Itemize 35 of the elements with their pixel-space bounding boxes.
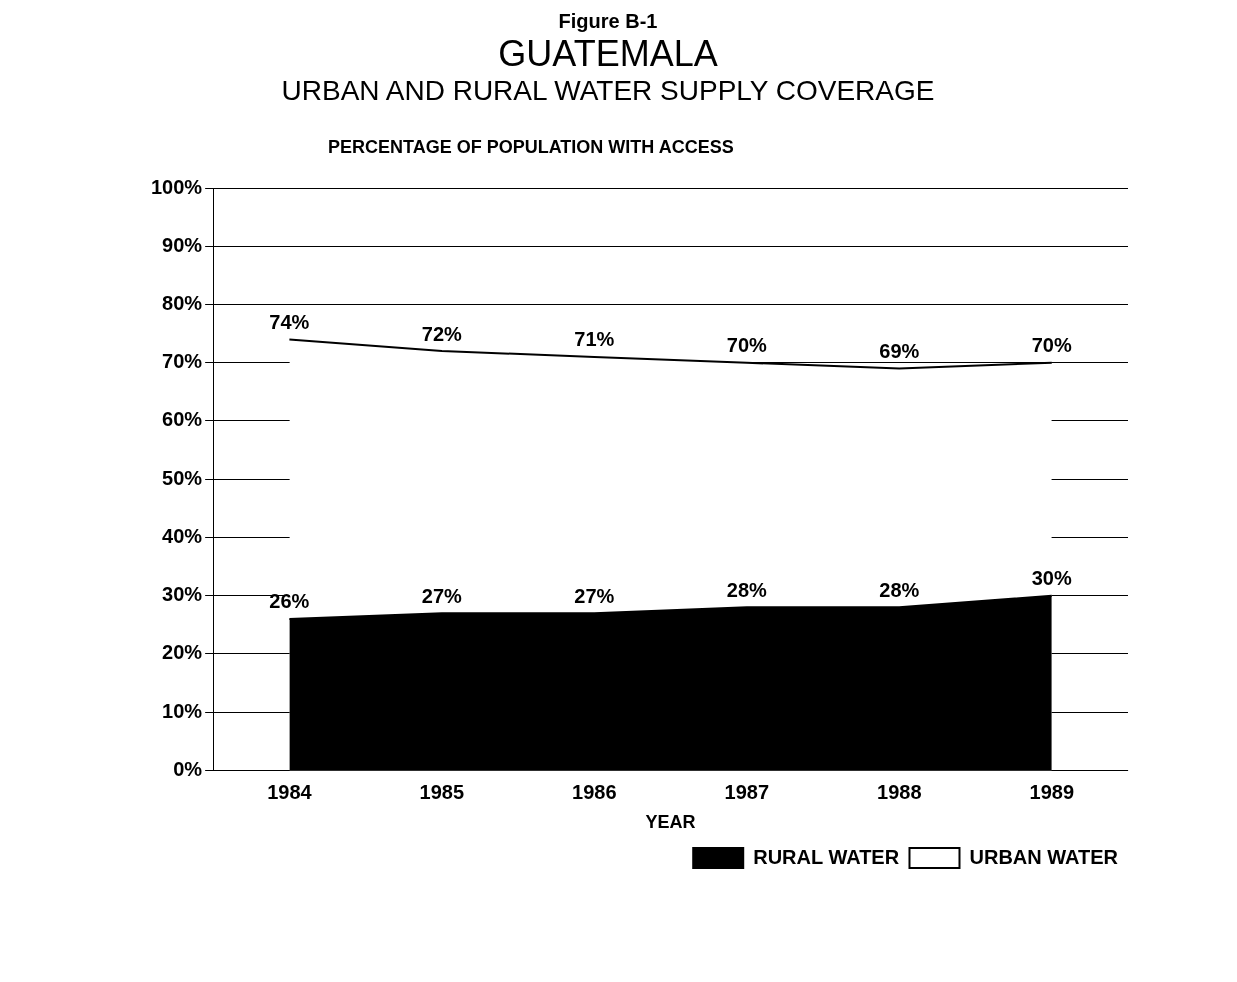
data-label: 28% [726, 578, 768, 601]
x-tick-label: 1984 [267, 780, 313, 803]
data-label: 69% [879, 340, 920, 363]
data-label: 72% [421, 322, 463, 345]
x-tick-label: 1986 [572, 780, 617, 803]
chart-subtitle: URBAN AND RURAL WATER SUPPLY COVERAGE [280, 75, 936, 107]
chart-title: GUATEMALA [497, 33, 719, 75]
y-tick-label: 50% [162, 466, 203, 489]
y-tick-label: 60% [162, 408, 203, 431]
text: Figure B-1 [557, 10, 659, 33]
y-tick-label: 100% [151, 175, 203, 198]
x-tick-label: 1985 [419, 780, 465, 803]
data-label: 28% [879, 578, 920, 601]
x-tick-label: 1988 [877, 780, 922, 803]
data-label: 27% [421, 584, 463, 607]
x-tick-label: 1989 [1029, 780, 1075, 803]
data-label: 70% [1031, 334, 1072, 357]
x-tick-label: 1987 [724, 780, 770, 803]
y-tick-label: 0% [173, 757, 203, 780]
y-tick-label: 40% [162, 524, 203, 547]
data-label: 27% [574, 584, 615, 607]
y-tick-label: 80% [162, 292, 203, 314]
y-tick-label: 30% [162, 583, 203, 606]
legend-label: URBAN WATER [969, 845, 1119, 868]
y-axis-title: PERCENTAGE OF POPULATION WITH ACCESS [328, 137, 735, 158]
y-tick-label: 90% [162, 233, 203, 256]
x-axis-title: YEAR [645, 812, 696, 833]
legend-label: RURAL WATER [753, 845, 900, 868]
data-label: 30% [1031, 567, 1072, 590]
data-label: 74% [269, 310, 310, 333]
data-label: 71% [574, 328, 615, 351]
y-tick-label: 10% [162, 699, 203, 722]
data-label: 70% [726, 334, 768, 357]
y-tick-label: 70% [162, 350, 203, 373]
y-tick-label: 20% [162, 641, 203, 664]
